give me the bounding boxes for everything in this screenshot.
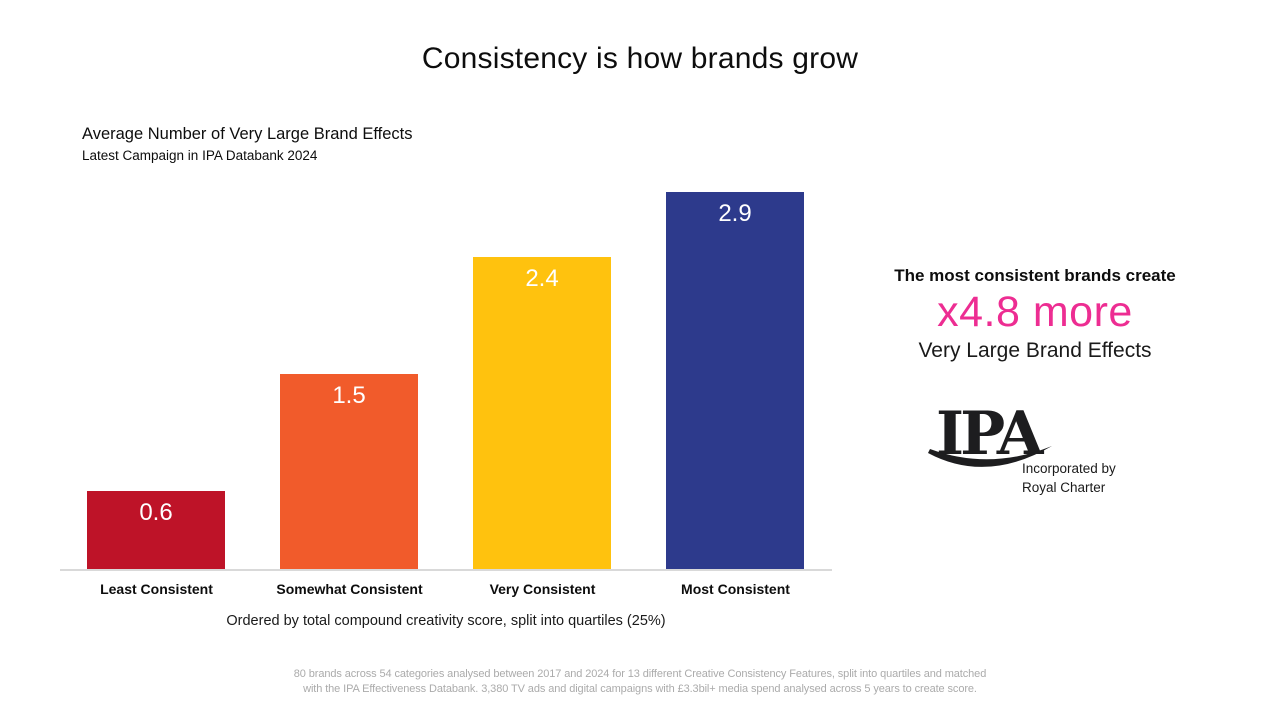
category-label-least-consistent: Least Consistent: [100, 581, 213, 597]
bar-value-label-most-consistent: 2.9: [718, 200, 752, 227]
bar-value-label-least-consistent: 0.6: [139, 499, 173, 526]
chart-title: Average Number of Very Large Brand Effec…: [82, 125, 413, 143]
bar-chart: 0.6 1.5 2.4 2.9: [60, 192, 832, 571]
category-label-somewhat-consistent: Somewhat Consistent: [276, 581, 423, 597]
bar-very-consistent: 2.4: [473, 257, 611, 569]
footnote-line2: with the IPA Effectiveness Databank. 3,3…: [303, 682, 977, 695]
callout-line1: The most consistent brands create: [894, 266, 1176, 285]
ipa-caption-line2: Royal Charter: [1022, 480, 1106, 495]
ipa-logo-swoosh: [928, 446, 1052, 467]
callout-line2: Very Large Brand Effects: [918, 339, 1152, 362]
bar-somewhat-consistent: 1.5: [280, 374, 418, 569]
ipa-logo: IPA: [928, 396, 1078, 484]
bar-value-label-somewhat-consistent: 1.5: [332, 382, 366, 409]
category-label-very-consistent: Very Consistent: [489, 581, 596, 597]
category-label-most-consistent: Most Consistent: [681, 581, 790, 597]
chart-subtitle: Latest Campaign in IPA Databank 2024: [82, 148, 318, 163]
bar-most-consistent: 2.9: [666, 192, 804, 569]
ipa-logo-icon: IPA: [928, 399, 1052, 469]
bar-value-label-very-consistent: 2.4: [525, 265, 559, 292]
ipa-caption-line1: Incorporated by: [1022, 461, 1116, 476]
category-axis: Least Consistent Somewhat Consistent Very …: [60, 581, 832, 601]
page-title: Consistency is how brands grow: [421, 42, 859, 75]
chart-heading-block: Average Number of Very Large Brand Effec…: [82, 125, 413, 163]
footnote-line1: 80 brands across 54 categories analysed …: [293, 668, 987, 680]
x-axis-note: Ordered by total compound creativity sco…: [226, 613, 666, 629]
callout-block: The most consistent brands create x4.8 m…: [860, 266, 1210, 363]
callout-highlight: x4.8 more: [937, 288, 1133, 336]
bar-least-consistent: 0.6: [87, 491, 225, 569]
ipa-logo-caption: Incorporated by Royal Charter: [1022, 459, 1116, 497]
footnote: 80 brands across 54 categories analysed …: [0, 667, 1280, 696]
